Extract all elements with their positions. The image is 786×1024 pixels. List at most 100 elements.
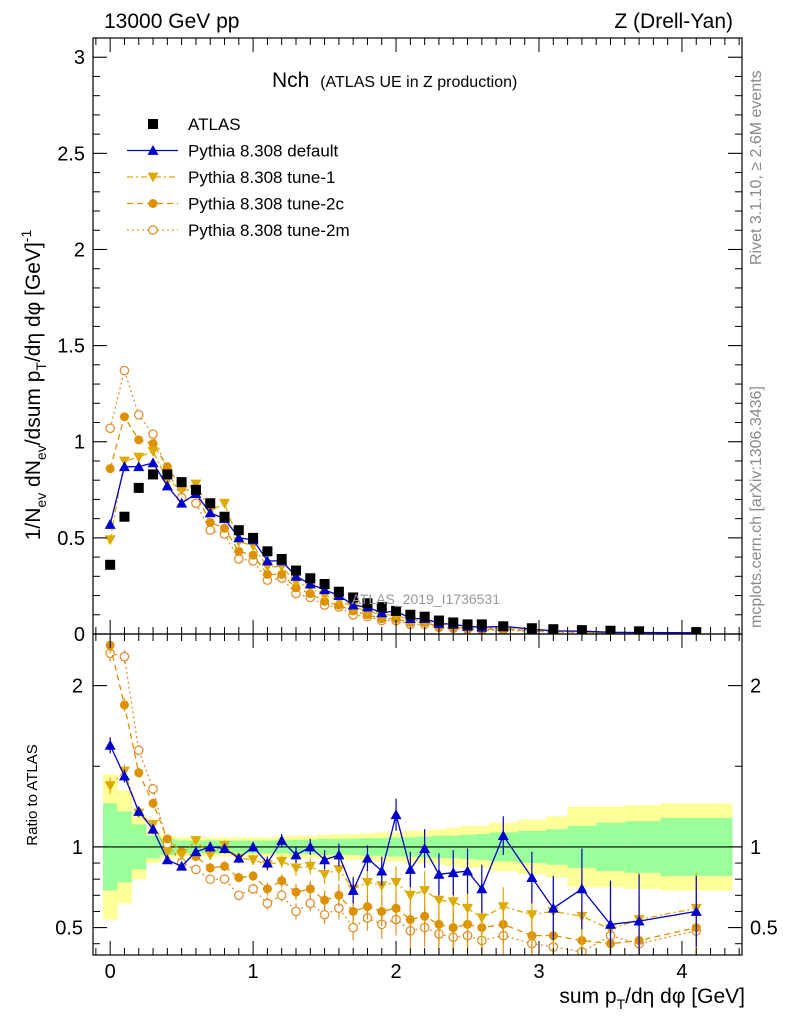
ratio-point-tune1 bbox=[290, 863, 302, 874]
ratio-point-tune2c bbox=[391, 903, 401, 913]
ratio-point-tune2m bbox=[319, 909, 330, 920]
legend-marker-tune2c bbox=[148, 199, 158, 208]
point-atlas bbox=[290, 565, 301, 576]
ratio-point-default bbox=[604, 918, 616, 929]
point-atlas bbox=[305, 573, 316, 584]
ratio-point-default bbox=[404, 864, 416, 874]
point-atlas bbox=[119, 511, 130, 522]
point-tune2m bbox=[233, 554, 244, 564]
ratio-point-tune1 bbox=[447, 897, 459, 908]
ratio-point-tune2m bbox=[148, 784, 158, 794]
ratio-point-default bbox=[290, 849, 302, 860]
x-tick-label: 3 bbox=[533, 961, 544, 983]
ratio-point-tune1 bbox=[526, 910, 538, 921]
series-line-default bbox=[109, 462, 697, 634]
ratio-point-tune2c bbox=[420, 911, 430, 921]
rivet-side-label: Rivet 3.1.10, ≥ 2.6M events bbox=[748, 70, 765, 265]
ratio-point-default bbox=[147, 823, 159, 834]
ratio-point-tune1 bbox=[361, 878, 373, 888]
ratio-point-tune2c bbox=[234, 873, 244, 883]
ratio-point-tune2c bbox=[134, 768, 144, 778]
legend-marker-atlas bbox=[148, 119, 158, 129]
ratio-point-default bbox=[319, 854, 331, 865]
legend-marker-tune1 bbox=[147, 172, 159, 183]
ratio-point-default bbox=[576, 883, 588, 894]
point-tune2m bbox=[205, 525, 216, 536]
point-tune2c bbox=[162, 462, 172, 472]
x-tick-label: 1 bbox=[248, 961, 259, 983]
ratio-point-tune2c bbox=[362, 902, 372, 912]
ratio-point-tune2m bbox=[133, 745, 144, 755]
energy-label: 13000 GeV pp bbox=[104, 10, 239, 33]
point-atlas bbox=[333, 586, 344, 597]
main-ytick-label: 1 bbox=[74, 432, 85, 454]
ratio-point-tune2c bbox=[148, 798, 158, 808]
series-line-tune1 bbox=[109, 450, 697, 634]
ratio-point-default bbox=[347, 884, 359, 895]
ratio-ytick-label: 2 bbox=[72, 676, 83, 698]
point-default bbox=[233, 532, 245, 543]
ratio-point-tune2m bbox=[205, 874, 216, 885]
point-tune1 bbox=[104, 535, 116, 546]
ratio-panel-marks bbox=[104, 637, 702, 955]
point-tune2c bbox=[305, 589, 315, 599]
ratio-point-default bbox=[433, 868, 445, 879]
point-atlas bbox=[262, 546, 273, 557]
ratio-panel-axes: 0.5 0.5 1 1 2 2 0 1 2 3 4 bbox=[55, 634, 778, 983]
point-tune2c bbox=[234, 546, 244, 556]
ratio-point-tune2c bbox=[334, 890, 344, 900]
ratio-point-tune2m bbox=[219, 874, 230, 885]
legend-label-tune2m: Pythia 8.308 tune-2m bbox=[188, 221, 350, 240]
ratio-point-tune2m bbox=[305, 898, 316, 909]
process-label: Z (Drell-Yan) bbox=[614, 10, 733, 33]
ratio-panel-frame bbox=[92, 633, 743, 956]
point-tune1 bbox=[190, 479, 202, 490]
ratio-point-default bbox=[233, 852, 245, 863]
ratio-point-tune2c bbox=[434, 919, 444, 929]
ratio-point-tune1 bbox=[333, 865, 345, 876]
point-atlas bbox=[362, 598, 373, 609]
ratio-point-default bbox=[104, 739, 116, 750]
legend-label-default: Pythia 8.308 default bbox=[188, 142, 339, 161]
point-tune2c bbox=[148, 439, 158, 449]
ratio-point-default bbox=[333, 849, 345, 860]
ratio-point-tune2c bbox=[205, 863, 215, 873]
ratio-point-tune1 bbox=[476, 913, 488, 924]
point-default bbox=[319, 584, 331, 595]
ratio-point-tune2c bbox=[162, 834, 172, 844]
ratio-ytick-label: 0.5 bbox=[55, 918, 83, 940]
ratio-point-default bbox=[390, 809, 402, 820]
plot-title-sub: (ATLAS UE in Z production) bbox=[320, 74, 517, 91]
point-atlas bbox=[526, 623, 537, 634]
main-ytick-label: 2.5 bbox=[57, 143, 85, 165]
point-default bbox=[118, 461, 130, 472]
point-atlas bbox=[276, 554, 287, 565]
legend-marker-tune2m bbox=[148, 225, 158, 235]
point-atlas bbox=[319, 579, 330, 590]
ratio-ytick-label-right: 2 bbox=[750, 676, 761, 698]
ratio-point-tune2m bbox=[348, 922, 359, 933]
ratio-point-default bbox=[247, 841, 259, 852]
point-tune2c bbox=[205, 517, 215, 527]
ratio-point-default bbox=[476, 883, 488, 894]
point-atlas bbox=[376, 602, 387, 613]
point-atlas bbox=[219, 511, 230, 522]
ratio-point-tune2m bbox=[276, 890, 287, 901]
ratio-point-default bbox=[261, 857, 273, 868]
ratio-line-default bbox=[109, 745, 697, 926]
point-default bbox=[204, 507, 216, 518]
point-atlas bbox=[448, 617, 459, 628]
ratio-point-tune2c bbox=[348, 906, 358, 916]
x-axis-label: sum pT/dη dφ [GeV] bbox=[559, 985, 745, 1012]
svg-text:1/Nev dNev/dsum pT/dη dφ [GeV: 1/Nev dNev/dsum pT/dη dφ [GeV]-1 bbox=[18, 230, 49, 541]
point-default bbox=[133, 461, 145, 472]
ratio-point-tune2c bbox=[305, 884, 315, 894]
point-tune2c bbox=[248, 550, 258, 560]
point-atlas bbox=[148, 469, 159, 480]
ratio-point-tune1 bbox=[176, 850, 188, 861]
ratio-point-tune2c bbox=[377, 906, 387, 916]
ratio-point-default bbox=[633, 915, 645, 926]
point-tune1 bbox=[219, 498, 231, 509]
ratio-point-default bbox=[690, 905, 702, 916]
